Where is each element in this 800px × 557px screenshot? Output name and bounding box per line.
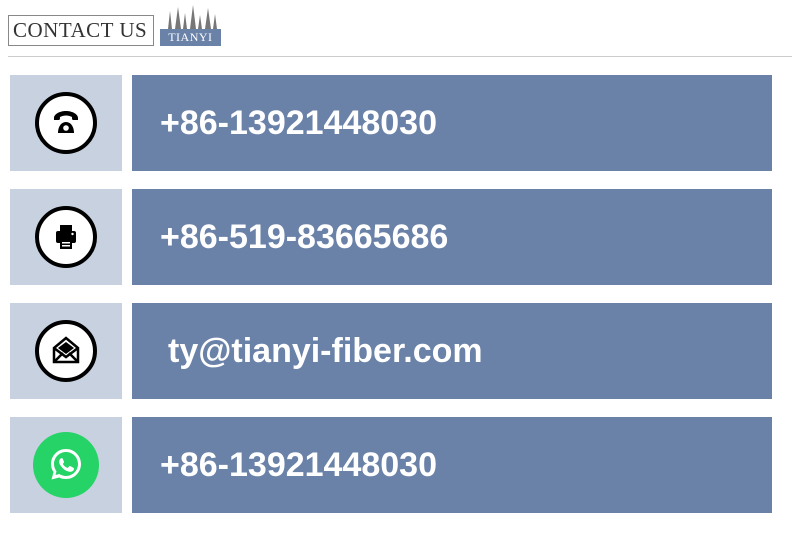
fax-icon xyxy=(35,206,97,268)
logo-trees-icon xyxy=(163,5,221,29)
phone-icon xyxy=(35,92,97,154)
header: CONTACT US TIANYI xyxy=(8,5,792,46)
value-cell: +86-519-83665686 xyxy=(132,189,772,285)
icon-cell xyxy=(10,75,122,171)
value-cell: +86-13921448030 xyxy=(132,417,772,513)
whatsapp-icon xyxy=(33,432,99,498)
email-icon xyxy=(35,320,97,382)
logo-text: TIANYI xyxy=(160,29,220,46)
logo: TIANYI xyxy=(160,5,220,46)
icon-cell xyxy=(10,303,122,399)
value-cell: +86-13921448030 xyxy=(132,75,772,171)
contact-rows: +86-13921448030 +86-519-83665686 xyxy=(8,75,792,513)
fax-value: +86-519-83665686 xyxy=(160,218,448,257)
contact-row-phone: +86-13921448030 xyxy=(10,75,772,171)
whatsapp-value: +86-13921448030 xyxy=(160,446,437,485)
icon-cell xyxy=(10,189,122,285)
contact-us-label: CONTACT US xyxy=(8,15,154,46)
email-value: ty@tianyi-fiber.com xyxy=(160,332,483,371)
value-cell: ty@tianyi-fiber.com xyxy=(132,303,772,399)
divider xyxy=(8,56,792,57)
icon-cell xyxy=(10,417,122,513)
contact-row-fax: +86-519-83665686 xyxy=(10,189,772,285)
phone-value: +86-13921448030 xyxy=(160,104,437,143)
contact-row-whatsapp: +86-13921448030 xyxy=(10,417,772,513)
contact-row-email: ty@tianyi-fiber.com xyxy=(10,303,772,399)
